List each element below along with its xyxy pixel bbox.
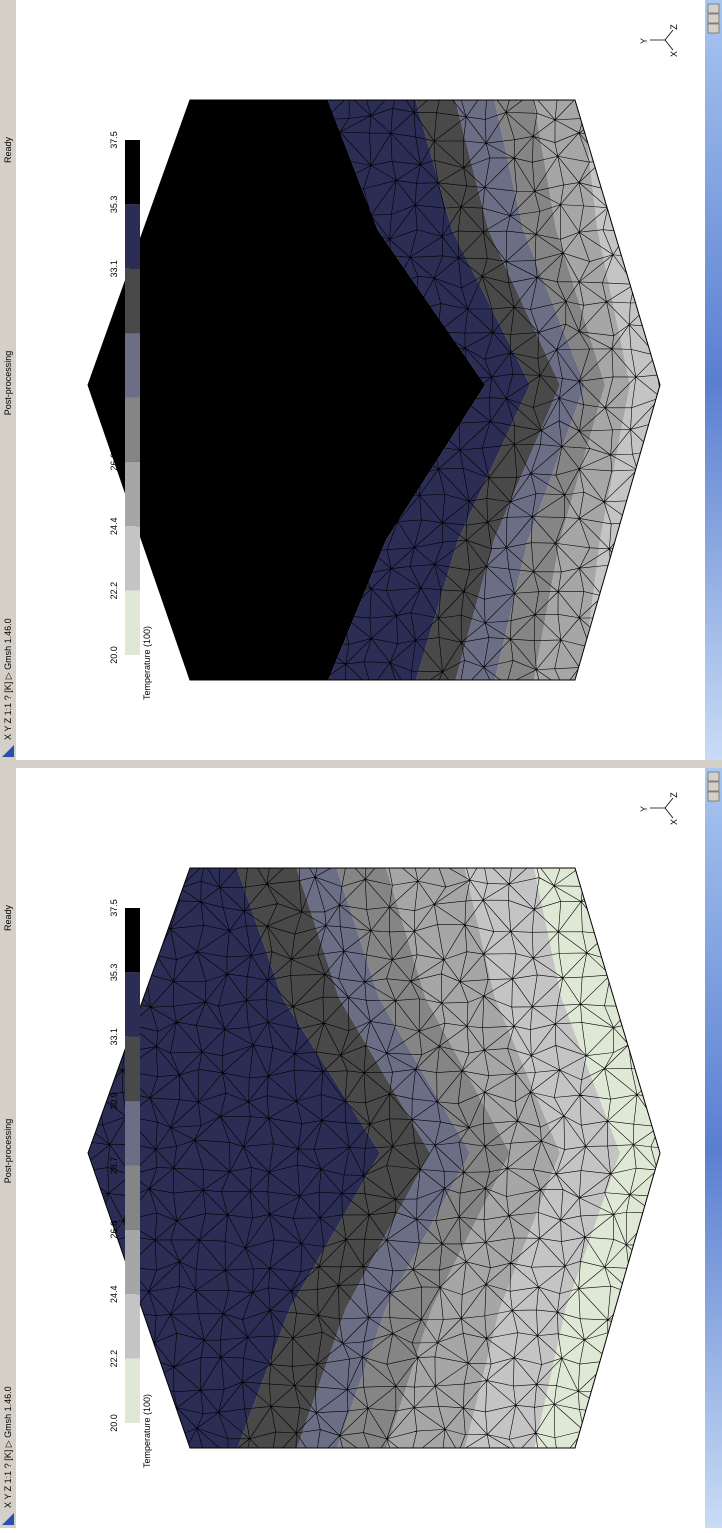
screen: X Y Z 1:1 ? [K] ▷ Gmsh 1.46.0 Post-proces… xyxy=(0,0,722,1533)
legend-swatch xyxy=(125,333,140,397)
status-left: X Y Z 1:1 ? [K] ▷ Gmsh 1.46.0 xyxy=(3,618,13,740)
status-right: Ready xyxy=(3,904,13,931)
legend-swatch xyxy=(125,1037,140,1101)
legend-label: 22.2 xyxy=(109,582,119,600)
window-separator xyxy=(0,760,722,768)
legend-swatch xyxy=(125,1166,140,1230)
gmsh-window: X Y Z 1:1 ? [K] ▷ Gmsh 1.46.0 Post-proces… xyxy=(0,0,722,760)
status-center: Post-processing xyxy=(3,351,13,416)
legend-label: 30.9 xyxy=(109,1092,119,1110)
axis-x-label: X xyxy=(669,819,679,825)
legend-label: 26.6 xyxy=(109,1221,119,1239)
legend-swatch xyxy=(125,462,140,526)
legend-swatch xyxy=(125,1230,140,1294)
legend-label: 24.4 xyxy=(109,1285,119,1303)
legend-swatch xyxy=(125,204,140,268)
axis-z-label: Z xyxy=(669,24,679,30)
legend-label: 24.4 xyxy=(109,517,119,535)
legend-label: 28.7 xyxy=(109,389,119,407)
axis-x-label: X xyxy=(669,51,679,57)
legend-label: 20.0 xyxy=(109,646,119,664)
gmsh-window: X Y Z 1:1 ? [K] ▷ Gmsh 1.46.0 Post-proces… xyxy=(0,768,722,1528)
legend-label: 26.6 xyxy=(109,453,119,471)
legend-swatch xyxy=(125,972,140,1036)
legend-label: 30.9 xyxy=(109,324,119,342)
axis-z-label: Z xyxy=(669,792,679,798)
legend-swatch xyxy=(125,140,140,204)
legend-label: 22.2 xyxy=(109,1350,119,1368)
axis-y-label: Y xyxy=(639,806,649,812)
status-right: Ready xyxy=(3,136,13,163)
legend-label: 35.3 xyxy=(109,964,119,982)
axis-y-label: Y xyxy=(639,38,649,44)
legend-label: 35.3 xyxy=(109,196,119,214)
close-button[interactable] xyxy=(708,24,719,33)
title-bar xyxy=(705,768,722,1528)
legend-swatch xyxy=(125,591,140,655)
legend-label: 37.5 xyxy=(109,899,119,917)
title-bar xyxy=(705,0,722,760)
legend-label: 37.5 xyxy=(109,131,119,149)
maximize-button[interactable] xyxy=(708,14,719,23)
close-button[interactable] xyxy=(708,792,719,801)
legend-title: Temperature (100) xyxy=(142,626,152,700)
legend-label: 33.1 xyxy=(109,260,119,278)
legend-swatch xyxy=(125,269,140,333)
minimize-button[interactable] xyxy=(708,772,719,781)
legend-swatch xyxy=(125,1101,140,1165)
status-left: X Y Z 1:1 ? [K] ▷ Gmsh 1.46.0 xyxy=(3,1386,13,1508)
legend-swatch xyxy=(125,908,140,972)
legend-title: Temperature (100) xyxy=(142,1394,152,1468)
legend-swatch xyxy=(125,398,140,462)
maximize-button[interactable] xyxy=(708,782,719,791)
legend-label: 33.1 xyxy=(109,1028,119,1046)
minimize-button[interactable] xyxy=(708,4,719,13)
legend-label: 28.7 xyxy=(109,1157,119,1175)
legend-swatch xyxy=(125,526,140,590)
legend-label: 20.0 xyxy=(109,1414,119,1432)
legend-swatch xyxy=(125,1359,140,1423)
status-center: Post-processing xyxy=(3,1119,13,1184)
legend-swatch xyxy=(125,1294,140,1358)
